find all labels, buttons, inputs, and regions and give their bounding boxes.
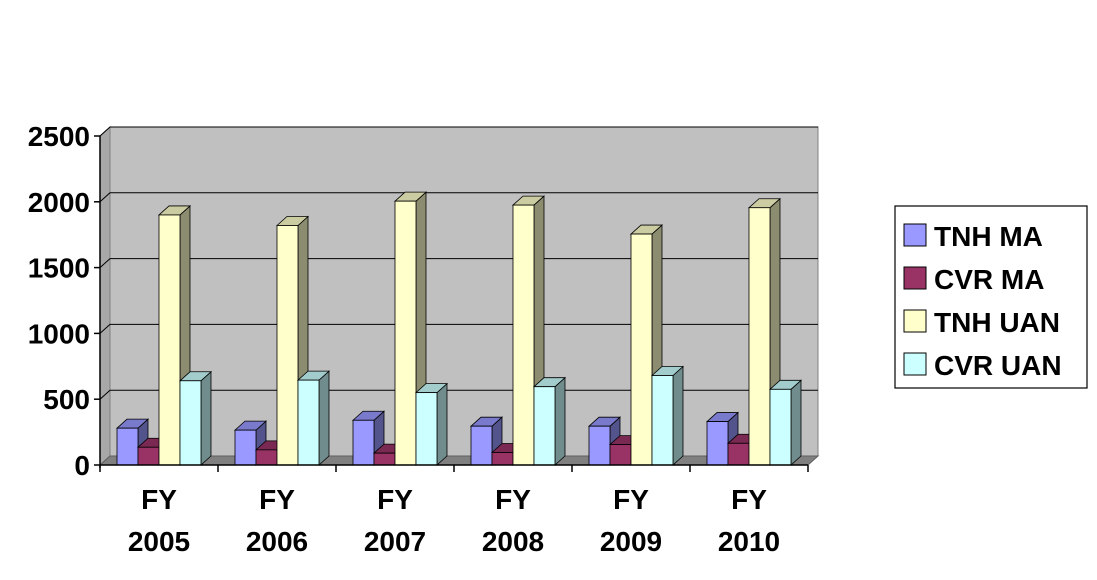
legend-swatch [903, 309, 927, 333]
legend: TNH MA CVR MA TNH UAN CVR UAN [894, 205, 1088, 389]
bar-front [491, 452, 514, 466]
axes [94, 135, 809, 472]
bar-front [533, 386, 556, 466]
x-tick-label: 2007 [364, 526, 426, 557]
legend-label: CVR UAN [934, 350, 1062, 381]
y-tick-label: 500 [43, 384, 90, 415]
gridline [99, 126, 818, 137]
x-tick-label: FY [495, 484, 531, 515]
bar-front [137, 446, 160, 466]
bar-front [234, 429, 257, 466]
bar-front [769, 388, 792, 466]
bar-front [609, 444, 632, 466]
bar-front [630, 233, 653, 466]
bar-front [116, 427, 139, 466]
bar-front [748, 207, 771, 466]
y-tick-label: 2500 [28, 121, 90, 152]
bar-front [297, 379, 320, 466]
bar-front [651, 375, 674, 466]
y-tick-label: 0 [74, 450, 90, 481]
bar-front [352, 419, 375, 466]
gridline [99, 389, 818, 400]
bar-front [470, 425, 493, 466]
x-tick-label: FY [259, 484, 295, 515]
bar-front [512, 204, 535, 466]
bar-cvr-uan-3 [532, 376, 567, 466]
bar-front [373, 452, 396, 466]
gridline [99, 258, 818, 268]
plot-back-wall [109, 126, 819, 457]
x-tick-label: FY [613, 484, 649, 515]
bar-cvr-uan-2 [414, 382, 449, 466]
bar-cvr-uan-1 [296, 370, 331, 466]
legend-label: TNH MA [934, 221, 1043, 252]
bars [115, 191, 803, 466]
bar-front [158, 214, 181, 466]
x-tick-label: 2010 [718, 526, 780, 557]
plot-side-wall [99, 125, 111, 467]
legend-swatch [903, 266, 927, 290]
bar-side [790, 379, 802, 466]
bar-side [200, 370, 212, 466]
legend-swatch [903, 223, 927, 247]
gridline [99, 323, 818, 334]
bar-front [255, 449, 278, 466]
bar-front [179, 380, 202, 466]
gridline [99, 192, 818, 203]
y-tick-label: 1500 [28, 253, 90, 284]
bar-front [415, 392, 438, 466]
x-tick-label: 2008 [482, 526, 544, 557]
bar-side [672, 365, 684, 466]
bar-side [436, 382, 448, 466]
bar-side [318, 370, 330, 466]
plot-area [99, 125, 819, 467]
bar-front [588, 425, 611, 466]
bar-cvr-uan-0 [178, 370, 213, 466]
x-tick-label: FY [141, 484, 177, 515]
bar-front [394, 200, 417, 466]
x-axis-ticks: FY 2005 FY 2006 FY 2007 FY 2008 FY 2009 FY 2010 [128, 484, 780, 557]
x-tick-label: 2005 [128, 526, 190, 557]
bar-side [554, 376, 566, 466]
bar-front [706, 421, 729, 466]
bar-cvr-uan-4 [650, 365, 685, 466]
bar-front [727, 442, 750, 466]
legend-label: TNH UAN [934, 307, 1060, 338]
bar-cvr-uan-5 [768, 379, 803, 466]
bar-front [276, 225, 299, 466]
y-tick-label: 2000 [28, 187, 90, 218]
legend-swatch [903, 352, 927, 376]
legend-label: CVR MA [934, 264, 1044, 295]
x-tick-label: 2009 [600, 526, 662, 557]
y-tick-label: 1000 [28, 318, 90, 349]
x-tick-label: 2006 [246, 526, 308, 557]
gridlines [99, 126, 818, 400]
legend-box [894, 205, 1088, 389]
y-axis-ticks: 0 500 1000 1500 2000 2500 [28, 121, 90, 481]
x-tick-label: FY [377, 484, 413, 515]
x-tick-label: FY [731, 484, 767, 515]
